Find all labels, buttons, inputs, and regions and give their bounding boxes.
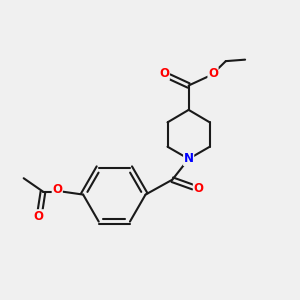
Text: O: O xyxy=(194,182,203,195)
Text: O: O xyxy=(159,67,169,80)
Text: N: N xyxy=(184,152,194,165)
Text: O: O xyxy=(52,183,62,196)
Text: O: O xyxy=(208,67,218,80)
Text: O: O xyxy=(34,210,44,223)
